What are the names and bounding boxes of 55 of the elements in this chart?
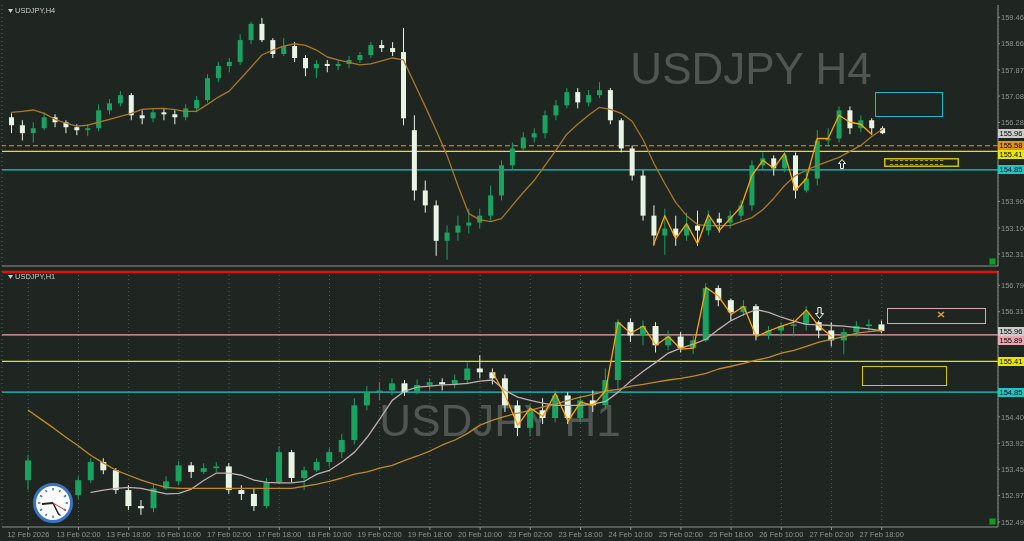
candlestick: [790, 317, 797, 338]
candlestick: [509, 141, 515, 171]
candlestick: [695, 210, 700, 247]
candlestick: [716, 212, 722, 234]
candlestick: [303, 54, 308, 77]
candlestick: [250, 488, 257, 512]
candlestick: [263, 477, 270, 509]
candlestick: [652, 321, 659, 353]
candlestick: [738, 199, 744, 222]
candlestick: [237, 33, 243, 66]
candlestick: [259, 17, 265, 43]
candlestick: [376, 381, 383, 401]
candlestick: [662, 208, 668, 256]
candlestick: [488, 185, 494, 222]
candlestick: [150, 483, 157, 513]
candlestick: [128, 92, 134, 121]
candlestick: [357, 51, 363, 64]
candlestick: [422, 180, 428, 214]
candlestick: [161, 107, 167, 121]
candlestick: [865, 318, 872, 332]
candlestick: [651, 204, 657, 247]
candlestick: [313, 59, 319, 79]
candlestick: [150, 107, 156, 123]
candlestick: [205, 73, 210, 103]
candlestick: [476, 354, 483, 379]
candlestick: [87, 457, 94, 484]
candlestick: [338, 433, 345, 459]
candlestick: [553, 99, 559, 121]
candlestick: [225, 462, 232, 495]
candlestick: [444, 225, 450, 261]
candlestick: [326, 447, 333, 467]
candlestick: [466, 208, 472, 235]
candlestick: [112, 467, 119, 495]
candlestick: [175, 460, 182, 486]
candlestick: [30, 121, 36, 143]
candlestick: [542, 109, 548, 139]
candlestick: [75, 475, 82, 500]
candlestick: [9, 112, 14, 134]
candlestick: [520, 131, 526, 151]
candlestick: [137, 499, 144, 516]
candlestick: [575, 87, 581, 109]
candlestick: [25, 454, 31, 491]
candlestick: [363, 385, 370, 411]
candlestick: [564, 87, 570, 109]
candlestick: [301, 465, 308, 491]
candlestick: [847, 105, 853, 135]
candlestick: [455, 215, 461, 242]
candlestick: [19, 119, 25, 141]
candlestick: [292, 41, 298, 63]
candlestick: [464, 361, 471, 385]
candlestick: [248, 21, 254, 45]
candlestick: [125, 484, 132, 511]
candlestick: [215, 61, 221, 83]
candlestick: [388, 377, 395, 396]
candlestick: [96, 103, 102, 132]
